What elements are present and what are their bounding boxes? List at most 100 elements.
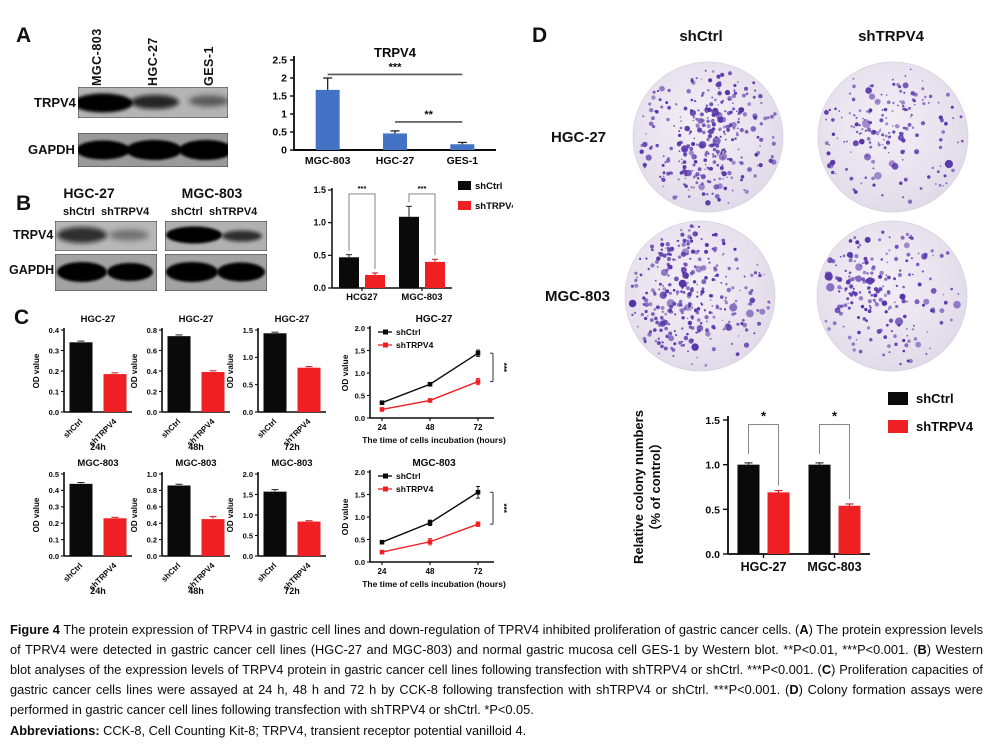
svg-text:1: 1	[281, 109, 287, 121]
svg-text:The time of cells incubation (: The time of cells incubation (hours)	[362, 579, 506, 589]
colony-col-header-shtrpv4: shTRPV4	[858, 28, 924, 45]
chart-relative-colony-numbers: Relative colony numbers （% of control） 0.0…	[626, 380, 992, 595]
chart-trpv4-knockdown: 0.0 0.5 1.0 1.5 HCG27 *** MGC-803 *** shCtrl shTR…	[298, 176, 513, 311]
blot-row-label-gapdh-a: GAPDH	[28, 142, 75, 157]
caption-text-segment: CCK-8, Cell Counting Kit-8; TRPV4, trans…	[99, 723, 527, 738]
svg-text:0.1: 0.1	[49, 387, 59, 396]
svg-text:0.0: 0.0	[243, 552, 253, 561]
svg-text:GES-1: GES-1	[447, 155, 479, 167]
svg-text:HGC-27: HGC-27	[376, 155, 415, 167]
colony-dish-hgc27-shctrl	[631, 60, 785, 214]
panel-b-label: B	[16, 192, 32, 215]
blot-col-label-ges1: GES-1	[202, 45, 216, 86]
chart-mgc803-growth-curve: MGC-803 OD value 0.0 0.5 1.0 1.5 2.0 24 48 72 The …	[338, 456, 516, 606]
colony-row-label-hgc27: HGC-27	[551, 129, 607, 146]
svg-text:0.8: 0.8	[147, 326, 157, 335]
svg-text:1.5: 1.5	[272, 91, 287, 103]
lane-label-shtrpv4-2: shTRPV4	[209, 206, 258, 218]
svg-text:2.5: 2.5	[272, 55, 287, 67]
caption-bold-segment: C	[821, 661, 832, 677]
svg-text:MGC-803: MGC-803	[305, 155, 351, 167]
svg-text:0.4: 0.4	[147, 519, 158, 528]
blot-group-header-hgc27: HGC-27	[63, 185, 115, 201]
svg-text:0.5: 0.5	[243, 531, 253, 540]
svg-text:0.5: 0.5	[355, 535, 365, 544]
blot-row-label-trpv4-b: TRPV4	[13, 228, 54, 242]
svg-text:0.0: 0.0	[49, 552, 59, 561]
colony-row-label-mgc803: MGC-803	[545, 288, 611, 305]
svg-text:shCtrl: shCtrl	[62, 417, 85, 440]
svg-text:0.5: 0.5	[243, 380, 253, 389]
colony-dish-hgc27-shtrpv4	[816, 60, 970, 214]
svg-text:1.5: 1.5	[355, 490, 365, 499]
caption-bold-segment: Abbreviations:	[10, 723, 100, 738]
svg-text:MGC-803: MGC-803	[412, 458, 456, 469]
svg-text:1.0: 1.0	[355, 369, 365, 378]
svg-text:MGC-803: MGC-803	[401, 292, 442, 303]
svg-text:0.3: 0.3	[49, 503, 59, 512]
western-blot-b-mgc803-trpv4	[165, 221, 267, 251]
chart-hgc27-48h: HGC-27 OD value 0.0 0.2 0.4 0.6 0.8 shCtrl shTRP…	[126, 312, 236, 457]
svg-text:shCtrl: shCtrl	[160, 561, 183, 584]
svg-text:0.4: 0.4	[147, 367, 158, 376]
svg-text:shCtrl: shCtrl	[475, 181, 502, 192]
svg-text:TRPV4: TRPV4	[374, 46, 417, 60]
svg-text:0.5: 0.5	[49, 470, 59, 479]
svg-text:HGC-27: HGC-27	[275, 314, 310, 325]
svg-text:Relative colony numbers: Relative colony numbers	[631, 410, 646, 564]
svg-text:48h: 48h	[188, 442, 204, 452]
svg-text:OD value: OD value	[226, 353, 235, 388]
svg-text:MGC-803: MGC-803	[807, 560, 861, 574]
svg-text:0.0: 0.0	[705, 549, 720, 561]
western-blot-b-hgc27-gapdh	[55, 254, 157, 291]
western-blot-a-gapdh	[78, 133, 228, 167]
svg-text:shCtrl: shCtrl	[160, 417, 183, 440]
svg-text:2.0: 2.0	[355, 324, 365, 333]
caption-text-segment: ) Western blot analyses of the expressio…	[10, 641, 983, 677]
svg-text:2.0: 2.0	[355, 468, 365, 477]
svg-text:1.0: 1.0	[243, 511, 253, 520]
panel-a-label: A	[16, 24, 32, 47]
svg-text:72h: 72h	[284, 442, 300, 452]
blot-col-label-mgc803: MGC-803	[90, 28, 104, 86]
svg-text:1.0: 1.0	[705, 460, 720, 472]
chart-trpv4-expression: TRPV4 0 0.5 1 1.5 2 2.5 MGC-803 HGC-27 GES-1 *** **	[264, 46, 504, 176]
svg-text:0.2: 0.2	[49, 367, 59, 376]
svg-text:0.0: 0.0	[355, 558, 365, 567]
svg-text:0.5: 0.5	[272, 127, 287, 139]
svg-text:***: ***	[358, 184, 367, 193]
svg-text:0.0: 0.0	[147, 408, 157, 417]
svg-text:shCtrl: shCtrl	[62, 561, 85, 584]
chart-hgc27-72h: HGC-27 OD value 0.0 0.5 1.0 1.5 shCtrl shTRPV4 7…	[222, 312, 332, 457]
blot-group-header-mgc803: MGC-803	[181, 185, 243, 201]
svg-text:（% of control）: （% of control）	[648, 436, 663, 537]
svg-text:1.5: 1.5	[355, 346, 365, 355]
caption-bold-segment: B	[917, 641, 927, 657]
svg-text:OD value: OD value	[340, 354, 350, 391]
svg-text:0.5: 0.5	[313, 250, 326, 260]
svg-text:OD value: OD value	[32, 353, 41, 388]
colony-dish-mgc803-shctrl	[623, 219, 777, 373]
svg-text:72h: 72h	[284, 586, 300, 596]
svg-text:48h: 48h	[188, 586, 204, 596]
svg-text:24h: 24h	[90, 586, 106, 596]
figure-caption: Figure 4 The protein expression of TRPV4…	[10, 620, 983, 720]
lane-label-shtrpv4-1: shTRPV4	[101, 206, 150, 218]
svg-text:0.8: 0.8	[147, 486, 157, 495]
svg-text:0.5: 0.5	[355, 391, 365, 400]
svg-text:0.0: 0.0	[313, 283, 326, 293]
svg-text:HGC-27: HGC-27	[741, 560, 787, 574]
caption-text-segment: ) The protein expression levels of TPRV4…	[10, 622, 984, 657]
svg-text:0.2: 0.2	[49, 519, 59, 528]
svg-text:2: 2	[281, 73, 287, 85]
chart-mgc803-72h: MGC-803 OD value 0.0 0.5 1.0 1.5 2.0 shCtrl shTR…	[222, 456, 332, 601]
svg-text:HCG27: HCG27	[346, 292, 378, 303]
svg-text:1.0: 1.0	[355, 513, 365, 522]
caption-bold-segment: Figure 4	[10, 622, 60, 637]
svg-text:shTRPV4: shTRPV4	[396, 340, 434, 350]
panel-c-label: C	[14, 306, 30, 329]
svg-text:0.0: 0.0	[49, 408, 59, 417]
svg-text:72: 72	[474, 423, 483, 432]
svg-text:MGC-803: MGC-803	[175, 458, 216, 469]
svg-text:0.2: 0.2	[147, 535, 157, 544]
